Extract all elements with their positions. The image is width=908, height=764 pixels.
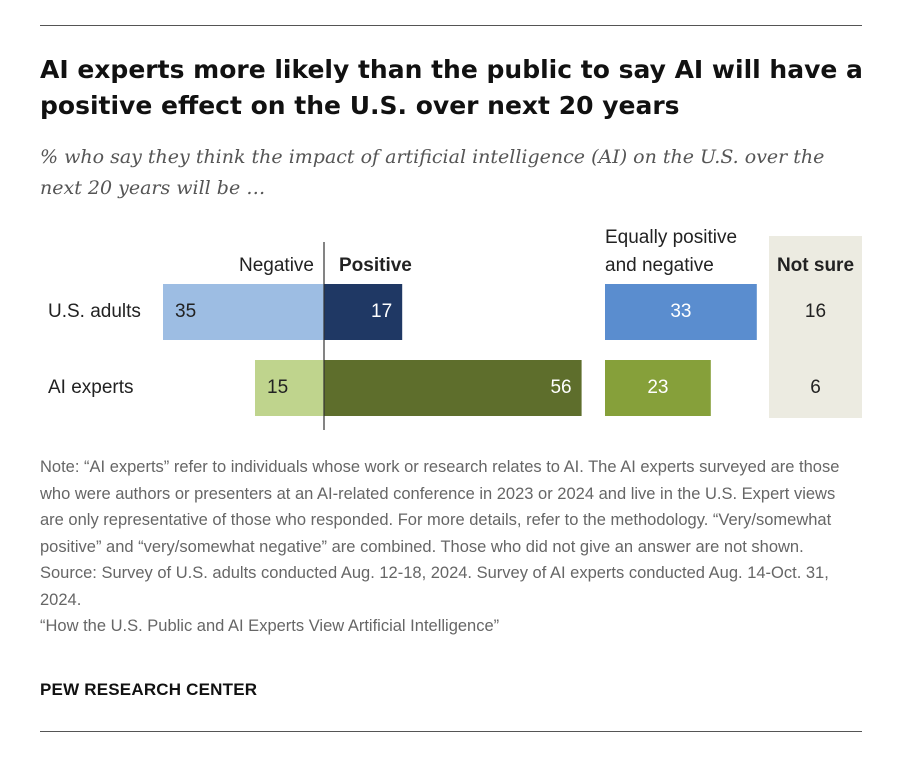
note-text: Note: “AI experts” refer to individuals … [40,458,840,556]
label-equally-u-s-adults: 33 [670,301,691,322]
label-negative-u-s-adults: 35 [175,301,196,322]
label-positive-ai-experts: 56 [550,377,571,398]
category-label-u-s-adults: U.S. adults [48,301,141,322]
category-label-ai-experts: AI experts [48,377,134,398]
chart-title: AI experts more likely than the public t… [40,55,863,120]
label-not-sure-u-s-adults: 16 [805,301,826,322]
top-rule [40,25,862,26]
header-negative: Negative [239,255,314,276]
bar-negative-ai-experts [255,360,324,416]
pew-research-center-logo: PEW RESEARCH CENTER [40,680,258,699]
chart-subtitle: % who say they think the impact of artif… [40,146,825,199]
bar-equally-u-s-adults [605,284,757,340]
label-positive-u-s-adults: 17 [371,301,392,322]
label-not-sure-ai-experts: 6 [810,377,821,398]
bottom-rule [40,731,862,732]
bar-positive-ai-experts [324,360,582,416]
chart-area: Negative Positive Equally positive and nega… [48,227,862,430]
label-equally-ai-experts: 23 [647,377,668,398]
notes-block: Note: “AI experts” refer to individuals … [40,454,862,640]
header-equally-line1: Equally positive [605,227,737,248]
source-text: Source: Survey of U.S. adults conducted … [40,564,829,609]
header-positive: Positive [339,255,412,276]
bar-negative-u-s-adults [163,284,324,340]
header-not-sure: Not sure [777,255,854,276]
label-negative-ai-experts: 15 [267,377,288,398]
report-title-text: “How the U.S. Public and AI Experts View… [40,617,500,635]
header-equally-line2: and negative [605,255,714,276]
not-sure-panel [769,236,862,418]
bar-equally-ai-experts [605,360,711,416]
bar-positive-u-s-adults [324,284,403,340]
